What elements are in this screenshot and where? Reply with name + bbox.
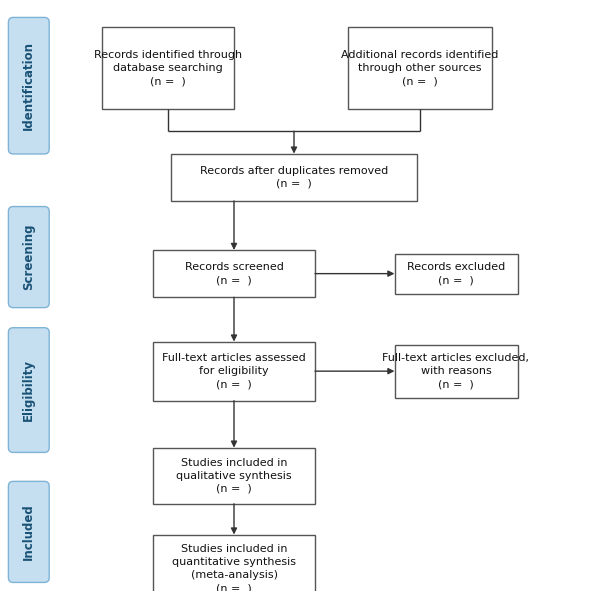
Text: Included: Included	[22, 504, 35, 560]
Text: Records excluded
(n =  ): Records excluded (n = )	[407, 262, 505, 285]
Bar	[153, 448, 315, 504]
Text: Studies included in
quantitative synthesis
(meta-analysis)
(n =  ): Studies included in quantitative synthes…	[172, 544, 296, 591]
Bar	[395, 254, 517, 294]
FancyBboxPatch shape	[8, 481, 49, 583]
Text: Identification: Identification	[22, 41, 35, 130]
Text: Full-text articles excluded,
with reasons
(n =  ): Full-text articles excluded, with reason…	[383, 353, 530, 389]
Bar	[171, 154, 417, 201]
Text: Records screened
(n =  ): Records screened (n = )	[185, 262, 283, 285]
Text: Studies included in
qualitative synthesis
(n =  ): Studies included in qualitative synthesi…	[176, 457, 292, 494]
Text: Screening: Screening	[22, 224, 35, 290]
Bar	[395, 345, 517, 398]
Bar	[153, 250, 315, 297]
Bar	[153, 342, 315, 401]
Text: Additional records identified
through other sources
(n =  ): Additional records identified through ot…	[341, 50, 499, 86]
Text: Eligibility: Eligibility	[22, 359, 35, 421]
FancyBboxPatch shape	[8, 327, 49, 453]
Bar	[102, 27, 234, 109]
FancyBboxPatch shape	[8, 207, 49, 308]
FancyBboxPatch shape	[8, 18, 49, 154]
Text: Records after duplicates removed
(n =  ): Records after duplicates removed (n = )	[200, 165, 388, 189]
Text: Full-text articles assessed
for eligibility
(n =  ): Full-text articles assessed for eligibil…	[162, 353, 306, 389]
Text: Records identified through
database searching
(n =  ): Records identified through database sear…	[94, 50, 242, 86]
Bar	[153, 534, 315, 591]
Bar	[348, 27, 492, 109]
